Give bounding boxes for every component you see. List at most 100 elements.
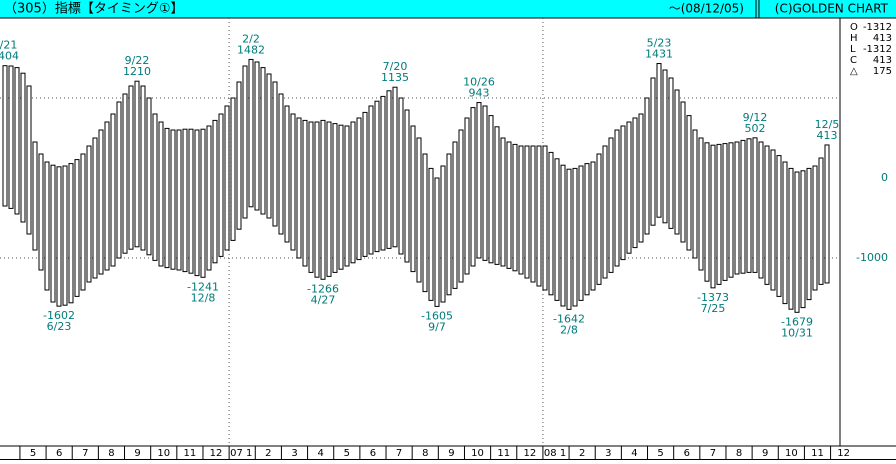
annotation-date: 4/27 [311,293,336,306]
date-range: ～(08/12/05) [669,2,744,16]
range-bar [266,73,272,219]
range-bar [758,141,764,279]
range-bar [392,86,398,248]
range-bar [380,95,386,251]
range-bar [194,129,200,277]
range-bar [386,90,392,249]
range-bar [410,125,416,273]
range-bar [146,97,152,256]
range-bar [284,105,290,243]
month-label: 4 [317,448,323,459]
range-bar [692,129,698,259]
annotation-date: 9/22 [125,54,150,67]
range-bar [578,165,584,301]
range-bar [2,65,8,207]
month-label: 7 [82,448,88,459]
range-bar [74,159,80,297]
month-label: 8 [108,448,114,459]
info-label: C [850,55,857,66]
month-label: 12 [837,448,850,459]
range-bar [296,117,302,259]
range-bar [362,111,368,257]
range-bar [92,137,98,279]
range-bar [98,129,104,275]
range-bar [536,145,542,287]
month-label: 8 [422,448,428,459]
range-bar [734,141,740,275]
range-bar [704,142,710,282]
range-bar [320,119,326,280]
annotation-value: 502 [745,122,766,135]
month-label: 2 [579,448,585,459]
range-bar [488,115,494,264]
range-bar [668,77,674,229]
month-label: 6 [370,448,376,459]
y-tick-label: -1000 [856,251,888,264]
range-bar [134,80,140,248]
range-bar [218,113,224,257]
month-label: 11 [497,448,510,459]
header-bar [0,0,896,18]
range-bar [278,93,284,235]
range-bar [182,128,188,273]
range-bar [308,121,314,273]
year-label: 08 [544,448,557,459]
annotation-date: 10/26 [463,76,495,89]
month-label: 4 [631,448,637,459]
month-label: 5 [30,448,36,459]
range-bar [782,161,788,305]
range-bar [794,171,800,313]
range-bar [212,119,218,264]
range-bar [674,89,680,235]
range-bar [14,67,20,215]
range-bar [104,121,110,271]
annotation-value: 1482 [237,43,265,56]
range-bar [44,161,50,291]
range-bar [80,153,86,291]
range-bar [542,145,548,291]
range-bar [50,164,56,303]
month-label: 12 [210,448,223,459]
range-bar [740,139,746,274]
range-bar [8,65,14,209]
range-bar [110,113,116,267]
range-bar [764,145,770,285]
month-label: 3 [291,448,297,459]
range-bar [248,58,254,208]
range-bar [314,121,320,278]
range-bar [686,115,692,251]
range-bar [590,161,596,291]
info-value: 413 [873,33,892,44]
copyright: (C)GOLDEN CHART [775,2,889,16]
range-bar [710,144,716,289]
range-bar [482,105,488,261]
range-bar [524,145,530,279]
range-bar [788,167,794,310]
range-bar [206,125,212,271]
range-bar [68,163,74,304]
month-label: 12 [523,448,536,459]
range-bar [332,123,338,273]
info-label: O [850,22,858,33]
range-bar [344,125,350,267]
annotation-date: 2/8 [560,323,578,336]
annotation-date: 5/23 [647,37,672,50]
range-bar [548,151,554,296]
range-bar [656,63,662,218]
annotation-value: -1679 [781,315,813,328]
range-bar [242,65,248,219]
range-bar [596,153,602,285]
range-bar [128,85,134,250]
range-bar [170,129,176,270]
range-bar [770,149,776,291]
range-bar [188,128,194,274]
annotation-value: -1373 [697,291,729,304]
range-bar [470,107,476,267]
year-label: 07 [230,448,243,459]
range-bar [158,121,164,267]
annotation-date: 9/7 [428,320,446,333]
range-bar [680,101,686,243]
range-bar [434,177,440,307]
